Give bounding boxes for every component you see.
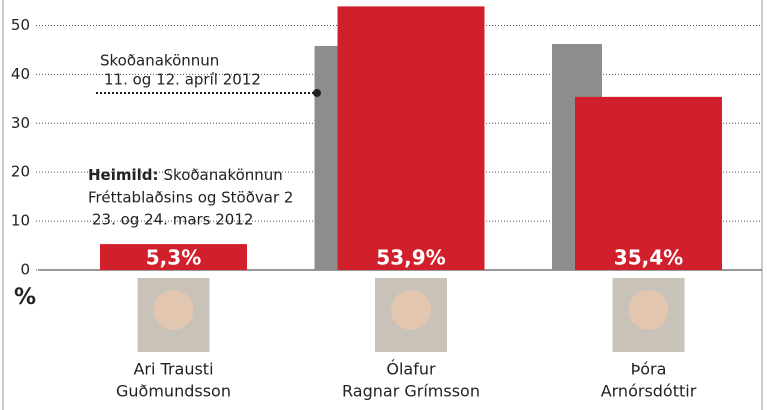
portrait-face [153,290,194,330]
bar [575,96,722,270]
x-tick-label: Arnórsdóttir [601,382,697,401]
annotation-dot [313,89,321,97]
portrait-face [628,290,669,330]
annotation-text: Fréttablaðsins og Stöðvar 2 [88,189,293,207]
x-tick-label: Ólafur [386,360,436,379]
y-tick-label: 0 [20,261,30,279]
annotation-text: Skoðanakönnun [100,52,219,70]
x-tick-label: Þóra [631,360,667,379]
y-tick-label: 40 [11,65,30,83]
value-label: 53,9% [376,246,445,270]
y-tick-label: 10 [11,212,30,230]
x-tick-label: Guðmundsson [116,382,231,401]
y-tick-label: 30 [11,114,30,132]
x-tick-label: Ari Trausti [133,360,213,379]
annotation-bold: Heimild: [88,166,159,184]
unit-label: % [14,285,36,310]
annotation-text: 11. og 12. apríl 2012 [104,71,261,89]
value-label: 5,3% [146,246,201,270]
bars: 5,3% 53,9% 35,4% [100,6,722,352]
bar [337,6,485,270]
value-label: 35,4% [614,246,683,270]
annotation-text: 23. og 24. mars 2012 [92,211,253,229]
bar [100,244,247,270]
x-tick-label: Ragnar Grímsson [342,382,480,401]
annotation-text: Heimild: Skoðanakönnun [88,166,283,184]
y-tick-label: 50 [11,16,30,34]
y-tick-label: 20 [11,163,30,181]
portrait-face [391,290,431,330]
annotation-text: Skoðanakönnun [164,166,283,184]
